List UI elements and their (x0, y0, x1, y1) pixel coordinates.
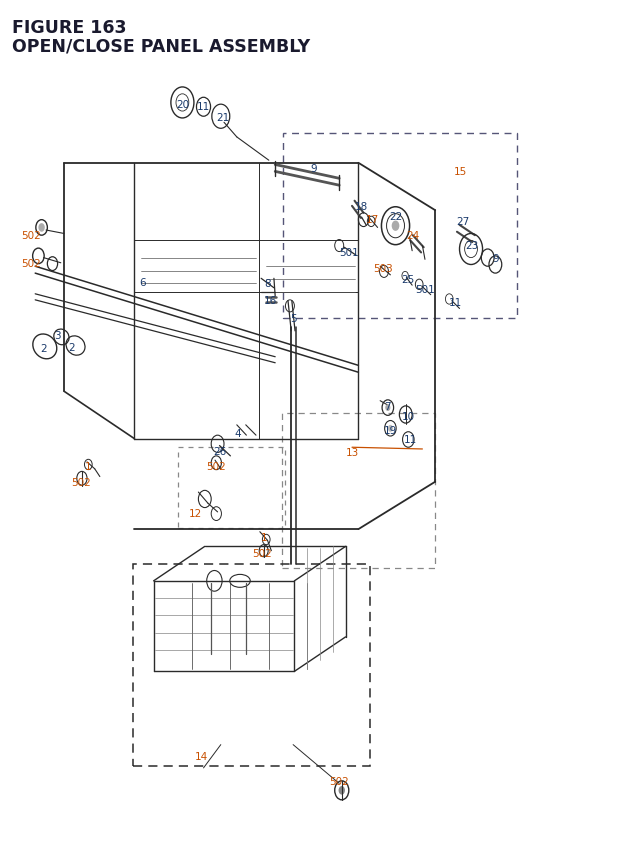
Text: 6: 6 (139, 277, 145, 288)
Text: 23: 23 (466, 240, 479, 251)
Text: 19: 19 (384, 425, 397, 436)
Text: FIGURE 163: FIGURE 163 (12, 19, 126, 37)
Text: 502: 502 (207, 461, 226, 472)
Text: 10: 10 (402, 412, 415, 422)
Text: 502: 502 (330, 776, 349, 786)
Text: 2: 2 (68, 343, 75, 353)
Text: 7: 7 (384, 401, 390, 412)
Text: 17: 17 (366, 214, 379, 225)
Text: 26: 26 (214, 446, 227, 456)
Text: 502: 502 (71, 477, 90, 487)
Text: 16: 16 (264, 295, 276, 306)
Text: 18: 18 (355, 201, 368, 212)
Text: 1: 1 (260, 532, 267, 542)
Text: 501: 501 (415, 285, 435, 295)
Text: 20: 20 (176, 100, 189, 110)
Text: 3: 3 (54, 331, 61, 341)
Text: 12: 12 (189, 508, 202, 518)
Text: 503: 503 (373, 263, 392, 274)
Circle shape (339, 786, 345, 795)
Bar (178, 448, 285, 529)
Bar (283, 134, 517, 319)
Text: OPEN/CLOSE PANEL ASSEMBLY: OPEN/CLOSE PANEL ASSEMBLY (12, 38, 310, 56)
Text: 24: 24 (406, 231, 419, 241)
Circle shape (392, 221, 399, 232)
Text: 4: 4 (235, 429, 241, 439)
Circle shape (385, 405, 390, 412)
Circle shape (388, 425, 393, 432)
Text: 502: 502 (21, 231, 40, 241)
Text: 1: 1 (85, 461, 92, 472)
Circle shape (38, 224, 45, 232)
Text: 15: 15 (454, 167, 467, 177)
Text: 5: 5 (290, 313, 296, 324)
Text: 25: 25 (402, 275, 415, 285)
Text: 502: 502 (21, 258, 40, 269)
Bar (133, 564, 370, 766)
Text: 9: 9 (492, 253, 499, 263)
Text: 22: 22 (389, 212, 402, 222)
Text: 502: 502 (253, 548, 272, 559)
Text: 11: 11 (404, 434, 417, 444)
Text: 13: 13 (346, 448, 358, 458)
Text: 501: 501 (339, 248, 358, 258)
Text: 2: 2 (40, 344, 47, 354)
Text: 9: 9 (310, 164, 317, 174)
Text: 8: 8 (264, 279, 271, 289)
Text: 14: 14 (195, 751, 208, 761)
Text: 27: 27 (457, 217, 470, 227)
Text: 11: 11 (449, 298, 462, 308)
Text: 11: 11 (197, 102, 210, 112)
Bar (282, 413, 435, 568)
Text: 21: 21 (216, 113, 229, 123)
